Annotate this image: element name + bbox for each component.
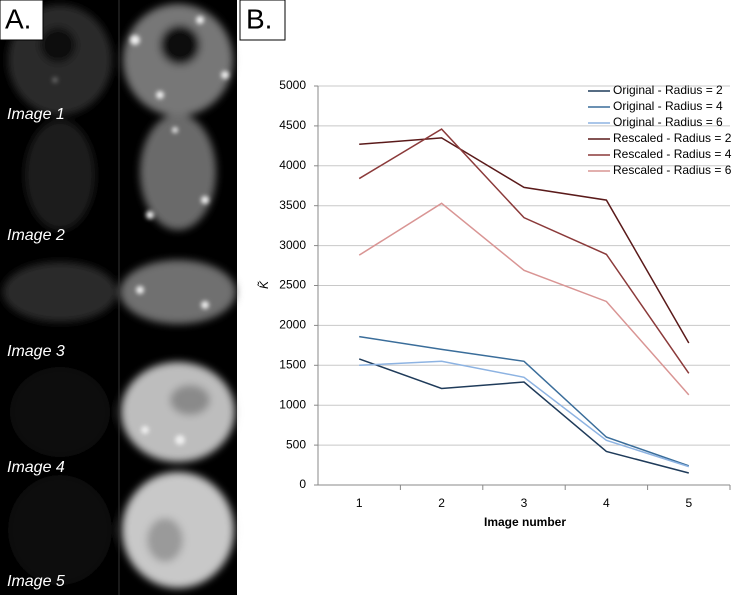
- legend-label: Rescaled - Radius = 4: [613, 147, 732, 161]
- legend-label: Original - Radius = 2: [613, 83, 723, 97]
- y-axis-title: K̃: [256, 280, 271, 289]
- series-line: [358, 202, 690, 396]
- legend-label: Original - Radius = 4: [613, 99, 723, 113]
- x-tick-label: 1: [356, 496, 363, 510]
- x-tick-label: 5: [685, 496, 692, 510]
- x-tick-label: 4: [603, 496, 610, 510]
- image-label: Image 2: [7, 227, 65, 244]
- series-line: [358, 128, 690, 374]
- micrographs: [3, 4, 236, 588]
- x-tick-label: 2: [438, 496, 445, 510]
- y-tick-label: 4000: [279, 158, 306, 172]
- series-line: [358, 358, 689, 474]
- legend-label: Rescaled - Radius = 6: [613, 163, 732, 177]
- panel-label: B.: [246, 3, 272, 34]
- x-axis-title: Image number: [484, 515, 566, 529]
- series-line: [359, 335, 690, 467]
- legend-label: Rescaled - Radius = 2: [613, 131, 732, 145]
- image-label: Image 3: [7, 343, 65, 360]
- y-tick-label: 2000: [279, 318, 306, 332]
- image-label: Image 5: [7, 573, 65, 590]
- panel-label: A.: [5, 3, 31, 34]
- legend-label: Original - Radius = 6: [613, 115, 723, 129]
- y-tick-label: 5000: [279, 78, 306, 92]
- label-box: [0, 0, 44, 41]
- series-line: [359, 137, 690, 344]
- series-line: [359, 360, 690, 468]
- x-tick-label: 3: [521, 496, 528, 510]
- y-tick-label: 1000: [279, 397, 306, 411]
- y-tick-label: 500: [286, 437, 306, 451]
- y-tick-label: 3500: [279, 198, 306, 212]
- y-tick-label: 1500: [279, 357, 306, 371]
- image-label: Image 1: [7, 106, 65, 123]
- label-box: [239, 0, 286, 41]
- y-tick-label: 2500: [279, 278, 306, 292]
- y-tick-label: 3000: [279, 238, 306, 252]
- image-label: Image 4: [7, 459, 65, 476]
- y-tick-label: 4500: [279, 118, 306, 132]
- bright-spots: [52, 16, 229, 445]
- panel-a: A. Image 1 Image 2 Image 3 Image 4 Image…: [0, 0, 237, 595]
- y-tick-label: 0: [299, 477, 306, 491]
